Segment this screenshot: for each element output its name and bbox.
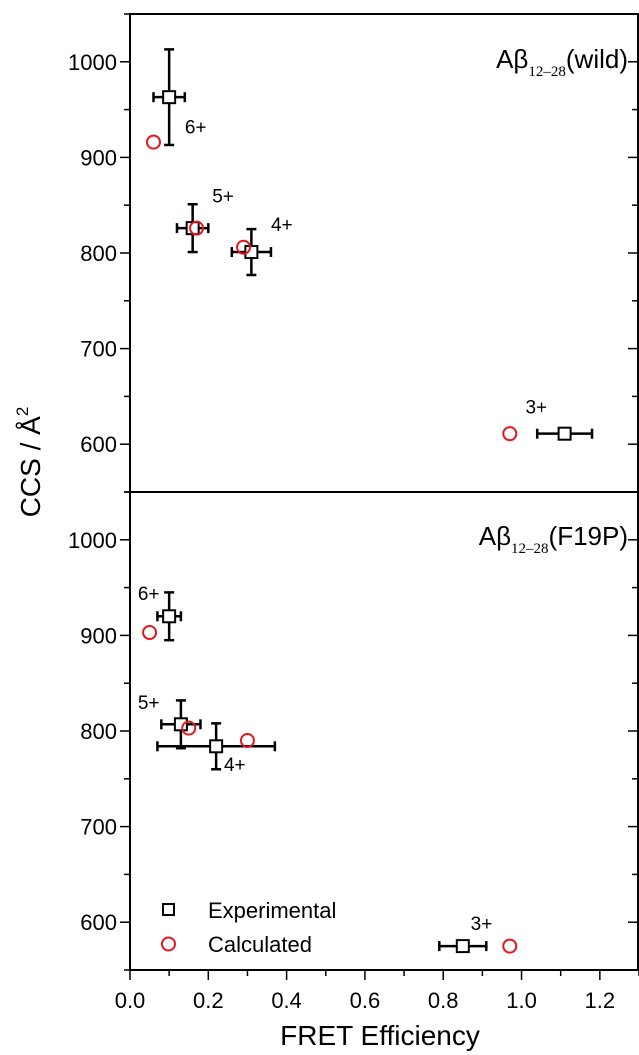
- top-panel-label-tail: (wild): [566, 44, 628, 74]
- bottom-y-tick-label: 800: [80, 719, 117, 744]
- series-calculated-bottom-point: [142, 625, 158, 641]
- x-tick-label: 0.6: [350, 988, 381, 1013]
- bottom-y-tick-label: 1000: [68, 528, 117, 553]
- top-panel-label-sub: 12–28: [528, 64, 566, 80]
- y-axis-title-sup: 2: [13, 407, 32, 416]
- top-charge-label: 5+: [212, 186, 234, 207]
- x-tick-label: 0.4: [271, 988, 302, 1013]
- series-experimental-top-point: [244, 245, 259, 260]
- x-tick-label: 1.0: [506, 988, 537, 1013]
- bottom-y-tick-label: 900: [80, 623, 117, 648]
- bottom-charge-label: 3+: [471, 914, 493, 935]
- bottom-panel-label: Aβ12–28(F19P): [479, 521, 628, 557]
- top-y-tick-label: 600: [80, 432, 117, 457]
- y-axis-title-text: CCS / Å: [15, 416, 46, 517]
- x-tick-label: 0.2: [193, 988, 224, 1013]
- bottom-y-tick-label: 600: [80, 910, 117, 935]
- series-calculated-top-point: [502, 426, 518, 442]
- series-experimental-bottom-point: [162, 609, 177, 624]
- top-charge-label: 6+: [185, 118, 207, 139]
- bottom-charge-label: 5+: [138, 693, 160, 714]
- bottom-charge-label: 6+: [138, 584, 160, 605]
- series-experimental-bottom-point: [455, 939, 470, 954]
- top-charge-label: 3+: [525, 398, 547, 419]
- bottom-panel-label-tail: (F19P): [549, 521, 628, 551]
- bottom-y-tick-label: 700: [80, 815, 117, 840]
- legend-experimental-marker: [162, 903, 175, 916]
- bottom-panel-label-sub: 12–28: [511, 541, 549, 557]
- bottom-charge-label: 4+: [224, 755, 246, 776]
- series-calculated-bottom-point: [181, 720, 197, 736]
- series-experimental-top-point: [557, 426, 572, 441]
- series-calculated-top-point: [236, 239, 252, 255]
- top-charge-label: 4+: [271, 215, 293, 236]
- top-panel-label: Aβ12–28(wild): [496, 44, 628, 80]
- top-y-tick-label: 1000: [68, 50, 117, 75]
- top-y-tick-label: 800: [80, 241, 117, 266]
- bottom-plot-frame: [129, 491, 639, 971]
- legend-calculated-marker: [161, 936, 176, 952]
- x-tick-label: 1.2: [585, 988, 616, 1013]
- x-axis-title: FRET Efficiency: [280, 1020, 480, 1051]
- series-experimental-bottom-point: [209, 739, 224, 754]
- bottom-panel-label-main: Aβ: [479, 521, 511, 551]
- legend-calculated-label: Calculated: [208, 932, 312, 957]
- series-calculated-bottom-point: [239, 733, 255, 749]
- series-calculated-bottom-point: [502, 938, 518, 954]
- top-y-tick-label: 900: [80, 145, 117, 170]
- series-calculated-top-point: [145, 134, 161, 150]
- top-plot-frame: [129, 13, 639, 493]
- top-panel-label-main: Aβ: [496, 44, 528, 74]
- x-tick-label: 0.8: [428, 988, 459, 1013]
- legend: Experimental Calculated: [161, 898, 336, 957]
- series-calculated-top-point: [189, 220, 205, 236]
- series-experimental-bottom-point: [173, 717, 188, 732]
- legend-experimental-label: Experimental: [208, 898, 336, 923]
- x-tick-label: 0.0: [115, 988, 146, 1013]
- y-axis-title: CCS / Å2: [13, 407, 46, 518]
- top-y-tick-label: 700: [80, 337, 117, 362]
- plot-layer: 600 700 800 900 1000 6+ 5+ 4+ 3+ 600 700 800 900 1000…: [68, 13, 639, 1013]
- series-experimental-top-point: [162, 90, 177, 105]
